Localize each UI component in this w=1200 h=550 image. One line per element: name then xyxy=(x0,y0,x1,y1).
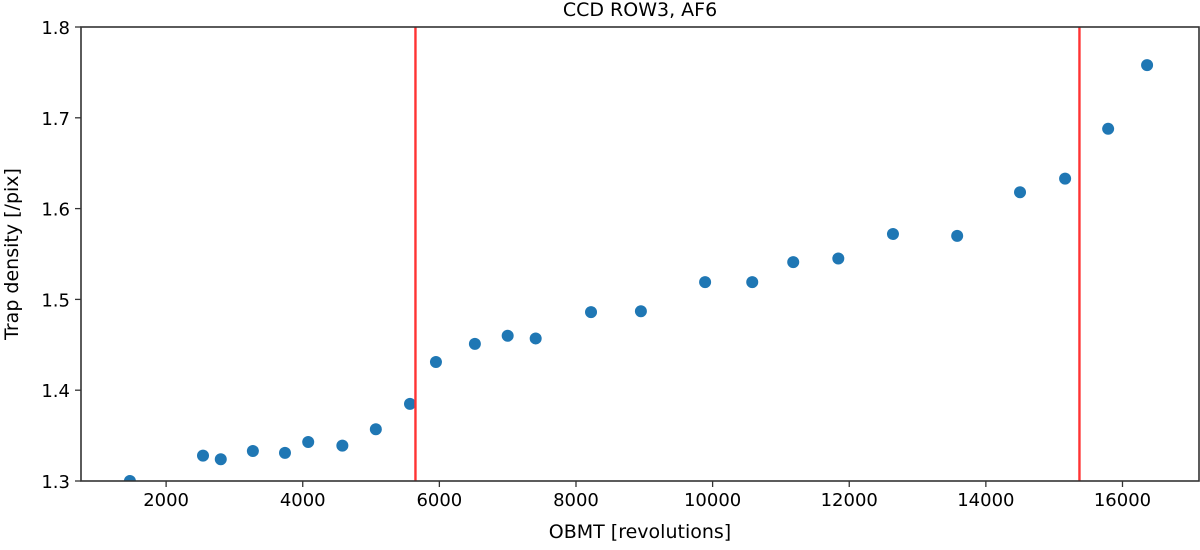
data-point xyxy=(951,229,964,242)
data-point xyxy=(529,332,542,345)
y-tick-label: 1.8 xyxy=(41,18,70,39)
data-point xyxy=(123,475,136,481)
x-tick-label: 2000 xyxy=(143,490,189,511)
y-tick-label: 1.6 xyxy=(41,200,70,221)
data-point xyxy=(1102,122,1115,135)
data-point xyxy=(403,397,416,410)
y-tick-label: 1.7 xyxy=(41,109,70,130)
data-point xyxy=(369,423,382,436)
y-axis-ticks: 1.3 1.4 1.5 1.6 1.7 1.8 xyxy=(41,18,81,493)
data-point xyxy=(1059,172,1072,185)
reference-lines xyxy=(414,27,1081,481)
data-point xyxy=(302,435,315,448)
x-tick-label: 4000 xyxy=(280,490,326,511)
data-point xyxy=(699,276,712,289)
data-points xyxy=(123,59,1154,481)
y-tick-label: 1.4 xyxy=(41,381,70,402)
data-point xyxy=(832,252,845,265)
data-point xyxy=(1014,186,1027,199)
data-point xyxy=(501,329,514,342)
data-point xyxy=(429,356,442,369)
x-tick-label: 14000 xyxy=(957,490,1014,511)
data-point xyxy=(278,446,291,459)
x-tick-label: 10000 xyxy=(684,490,741,511)
data-point xyxy=(336,439,349,452)
data-point xyxy=(197,449,210,462)
x-tick-label: 12000 xyxy=(821,490,878,511)
data-point xyxy=(468,337,481,350)
x-axis-label: OBMT [revolutions] xyxy=(549,521,731,543)
chart-title: CCD ROW3, AF6 xyxy=(563,0,717,21)
data-point xyxy=(1141,59,1154,72)
data-point xyxy=(246,445,259,458)
x-tick-label: 6000 xyxy=(416,490,462,511)
data-point xyxy=(746,276,759,289)
data-point xyxy=(585,306,598,319)
x-tick-label: 8000 xyxy=(553,490,599,511)
plot-frame xyxy=(80,26,1200,482)
y-tick-label: 1.5 xyxy=(41,290,70,311)
data-point xyxy=(886,228,899,241)
x-axis-ticks: 2000 4000 6000 8000 10000 12000 14000 16000 xyxy=(143,481,1151,511)
data-point xyxy=(214,453,227,466)
x-tick-label: 16000 xyxy=(1094,490,1151,511)
y-axis-label: Trap density [/pix] xyxy=(1,168,23,341)
data-point xyxy=(787,256,800,269)
y-tick-label: 1.3 xyxy=(41,472,70,493)
data-point xyxy=(634,305,647,318)
